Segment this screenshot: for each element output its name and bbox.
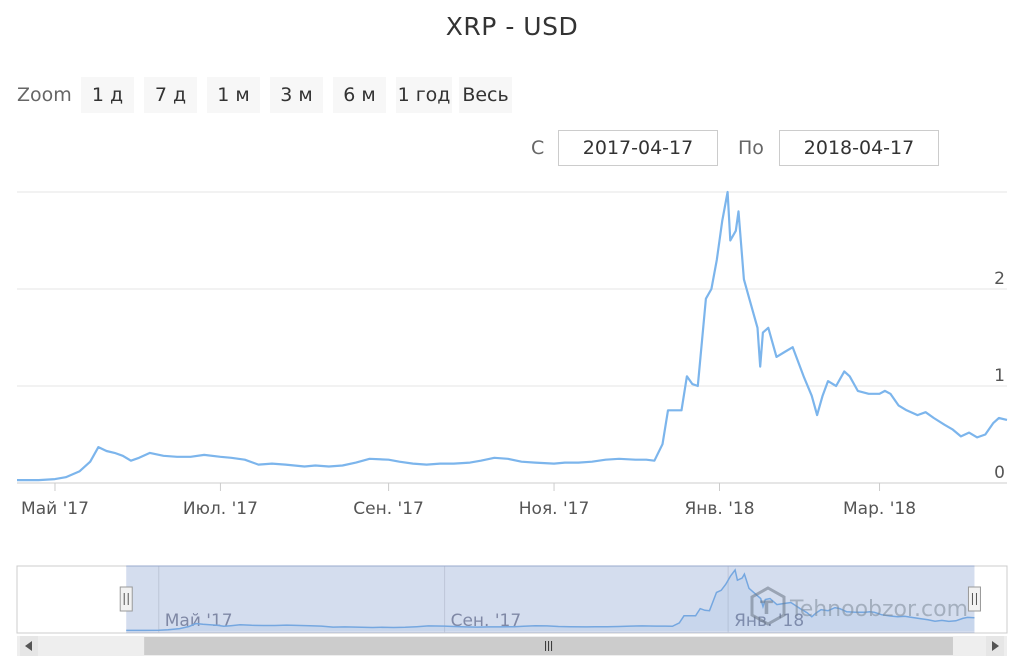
handle-body [119,586,133,612]
zoom-3m-button[interactable]: 3 м [270,77,323,113]
range-to-label: По [738,137,764,159]
zoom-6m-button[interactable]: 6 м [333,77,386,113]
navigator-tick-label: Сен. '17 [451,611,522,631]
scrollbar-grip-icon [545,641,553,651]
y-tick-label: 2 [994,269,1005,289]
navigator-tick-label: Май '17 [165,611,233,631]
y-tick-label: 1 [994,366,1005,386]
navigator-selected-range[interactable] [126,566,975,633]
zoom-label: Zoom [17,84,72,106]
zoom-1d-button[interactable]: 1 д [81,77,134,113]
zoom-7d-button[interactable]: 7 д [144,77,197,113]
y-tick-label: 0 [994,463,1005,483]
watermark-t-icon: T [760,597,773,619]
x-tick-label: Май '17 [21,499,89,519]
x-tick-label: Ноя. '17 [519,499,590,519]
scroll-left-arrow-icon [25,641,32,651]
watermark-text: Tehnoobzor.com [789,597,968,622]
zoom-all-button[interactable]: Весь [459,77,512,113]
handle-body [967,586,981,612]
navigator-handle-right[interactable] [967,586,981,612]
range-to-input[interactable] [779,130,939,166]
price-series-line[interactable] [17,190,1008,482]
watermark-hex-icon [750,586,786,626]
range-from-input[interactable] [558,130,718,166]
zoom-1m-button[interactable]: 1 м [207,77,260,113]
navigator-series-line [126,568,975,632]
x-tick-label: Мар. '18 [843,499,916,519]
x-tick-label: Июл. '17 [183,499,258,519]
x-axis-ticks: Май '17 Июл. '17 Сен. '17 Ноя. '17 Янв. '18 М… [21,483,916,519]
navigator-handle-left[interactable] [119,586,133,612]
y-axis-labels: 0 1 2 [994,269,1005,483]
x-tick-label: Янв. '18 [684,499,754,519]
scrollbar[interactable] [17,636,1007,656]
zoom-1y-button[interactable]: 1 год [396,77,452,113]
watermark-logo: T Tehnoobzor.com [750,586,968,626]
navigator-area [126,570,975,631]
grid-lines [17,191,1007,484]
range-from-label: С [531,137,545,159]
scroll-right-arrow-icon [992,641,999,651]
x-tick-label: Сен. '17 [353,499,424,519]
chart-title: XRP - USD [445,12,579,41]
